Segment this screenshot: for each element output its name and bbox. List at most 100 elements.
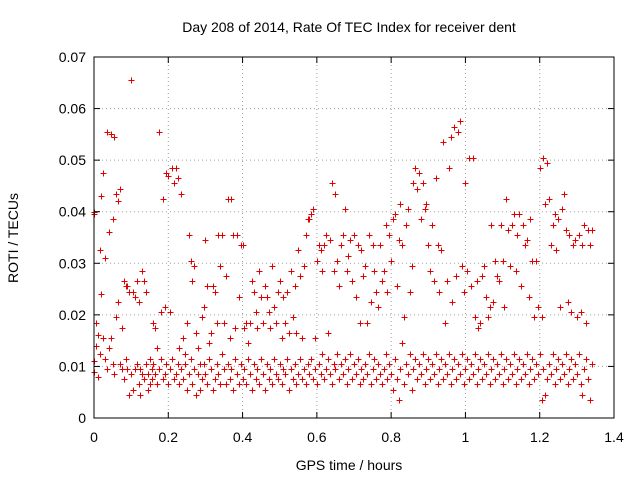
data-point bbox=[462, 366, 469, 373]
data-point bbox=[147, 356, 154, 363]
data-point bbox=[390, 387, 397, 394]
data-point bbox=[409, 387, 416, 394]
data-point bbox=[518, 376, 525, 383]
data-point bbox=[427, 376, 434, 383]
data-point bbox=[559, 206, 566, 213]
data-point bbox=[150, 320, 157, 327]
data-point bbox=[214, 320, 221, 327]
data-point bbox=[453, 376, 460, 383]
data-point bbox=[384, 289, 391, 296]
data-point bbox=[264, 361, 271, 368]
data-point bbox=[342, 206, 349, 213]
data-point bbox=[500, 381, 507, 388]
data-point bbox=[375, 361, 382, 368]
data-point bbox=[113, 314, 120, 321]
data-point bbox=[206, 356, 213, 363]
data-point bbox=[583, 320, 590, 327]
data-point bbox=[533, 258, 540, 265]
data-point bbox=[490, 299, 497, 306]
data-point bbox=[397, 201, 404, 208]
data-point bbox=[342, 356, 349, 363]
data-point bbox=[241, 325, 248, 332]
data-point bbox=[589, 227, 596, 234]
data-point bbox=[494, 273, 501, 280]
data-point bbox=[552, 381, 559, 388]
data-point bbox=[97, 351, 104, 358]
data-point bbox=[195, 345, 202, 352]
data-point bbox=[546, 361, 553, 368]
data-point bbox=[338, 242, 345, 249]
data-point bbox=[431, 278, 438, 285]
data-point bbox=[561, 191, 568, 198]
data-point bbox=[557, 304, 564, 311]
x-tick-label: 0.4 bbox=[233, 429, 253, 445]
data-point bbox=[529, 356, 536, 363]
data-point bbox=[474, 278, 481, 285]
data-point bbox=[189, 278, 196, 285]
data-point bbox=[407, 289, 414, 296]
data-point bbox=[345, 366, 352, 373]
data-point bbox=[566, 232, 573, 239]
data-point bbox=[106, 229, 113, 236]
data-point bbox=[182, 351, 189, 358]
data-point bbox=[522, 242, 529, 249]
data-point bbox=[204, 283, 211, 290]
data-point bbox=[286, 387, 293, 394]
data-point bbox=[249, 387, 256, 394]
data-point bbox=[353, 371, 360, 378]
data-point bbox=[414, 186, 421, 193]
data-point bbox=[297, 273, 304, 280]
data-point bbox=[234, 371, 241, 378]
data-point bbox=[349, 376, 356, 383]
data-point bbox=[568, 356, 575, 363]
data-point bbox=[340, 232, 347, 239]
data-point bbox=[403, 222, 410, 229]
data-point bbox=[277, 278, 284, 285]
data-point bbox=[251, 361, 258, 368]
data-point bbox=[115, 198, 122, 205]
data-point bbox=[524, 237, 531, 244]
data-point bbox=[550, 351, 557, 358]
data-point bbox=[394, 283, 401, 290]
data-point bbox=[425, 242, 432, 249]
axis-ticks: 0 0.2 0.4 0.6 0.8 1 1.2 1.4 0 0.01 0.02 0.03 0.04 0.0… bbox=[59, 49, 624, 445]
data-point bbox=[498, 222, 505, 229]
data-point bbox=[370, 366, 377, 373]
data-point bbox=[561, 371, 568, 378]
data-point bbox=[492, 258, 499, 265]
data-point bbox=[171, 376, 178, 383]
data-point bbox=[128, 371, 135, 378]
data-point bbox=[485, 314, 492, 321]
data-point bbox=[429, 222, 436, 229]
data-point bbox=[318, 371, 325, 378]
data-point bbox=[223, 273, 230, 280]
data-point bbox=[130, 387, 137, 394]
data-point bbox=[401, 314, 408, 321]
data-point bbox=[288, 366, 295, 373]
data-point bbox=[264, 294, 271, 301]
data-point bbox=[358, 247, 365, 254]
data-point bbox=[303, 381, 310, 388]
data-point bbox=[429, 361, 436, 368]
data-point bbox=[553, 247, 560, 254]
y-tick-label: 0.04 bbox=[59, 204, 86, 220]
data-point bbox=[282, 320, 289, 327]
data-point bbox=[381, 366, 388, 373]
data-point bbox=[275, 289, 282, 296]
data-point bbox=[531, 314, 538, 321]
data-point bbox=[451, 356, 458, 363]
data-point bbox=[539, 397, 546, 404]
data-point bbox=[288, 268, 295, 275]
data-point bbox=[500, 258, 507, 265]
data-point bbox=[507, 263, 514, 270]
data-point bbox=[362, 263, 369, 270]
data-point bbox=[186, 371, 193, 378]
data-point bbox=[505, 376, 512, 383]
data-point bbox=[141, 278, 148, 285]
data-point bbox=[475, 325, 482, 332]
data-point bbox=[312, 335, 319, 342]
data-point bbox=[559, 361, 566, 368]
data-point bbox=[232, 356, 239, 363]
data-point bbox=[338, 361, 345, 368]
data-point bbox=[386, 232, 393, 239]
